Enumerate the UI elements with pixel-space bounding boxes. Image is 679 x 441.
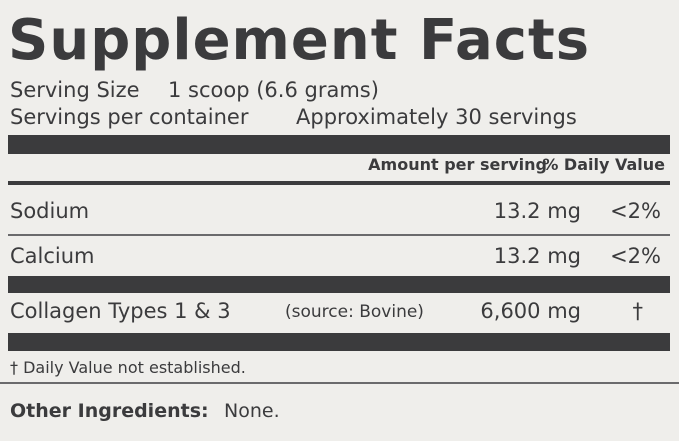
amount-header: Amount per serving bbox=[368, 155, 547, 174]
row-name: Sodium bbox=[10, 199, 90, 223]
divider bbox=[8, 234, 670, 236]
title: Supplement Facts bbox=[8, 8, 591, 73]
row-name: Collagen Types 1 & 3 bbox=[10, 299, 231, 323]
divider bbox=[8, 181, 670, 185]
row-amount: 6,600 mg bbox=[480, 299, 581, 323]
daily-value-header: % Daily Value bbox=[542, 155, 665, 174]
footnote: † Daily Value not established. bbox=[10, 358, 246, 377]
row-daily-value: † bbox=[632, 299, 644, 323]
ingredients-value: None. bbox=[224, 400, 280, 422]
row-daily-value: <2% bbox=[610, 199, 661, 223]
servings-label: Servings per container bbox=[10, 105, 249, 129]
ingredients-label: Other Ingredients: bbox=[10, 400, 209, 422]
row-source: (source: Bovine) bbox=[285, 302, 424, 322]
row-amount: 13.2 mg bbox=[493, 199, 581, 223]
serving-size-label: Serving Size bbox=[10, 78, 140, 102]
divider bbox=[8, 276, 670, 293]
row-daily-value: <2% bbox=[610, 244, 661, 268]
divider bbox=[8, 135, 670, 154]
divider bbox=[8, 333, 670, 351]
servings-value: Approximately 30 servings bbox=[296, 105, 577, 129]
box-bottom bbox=[0, 382, 679, 384]
serving-size-value: 1 scoop (6.6 grams) bbox=[168, 78, 379, 102]
row-name: Calcium bbox=[10, 244, 95, 268]
row-amount: 13.2 mg bbox=[493, 244, 581, 268]
